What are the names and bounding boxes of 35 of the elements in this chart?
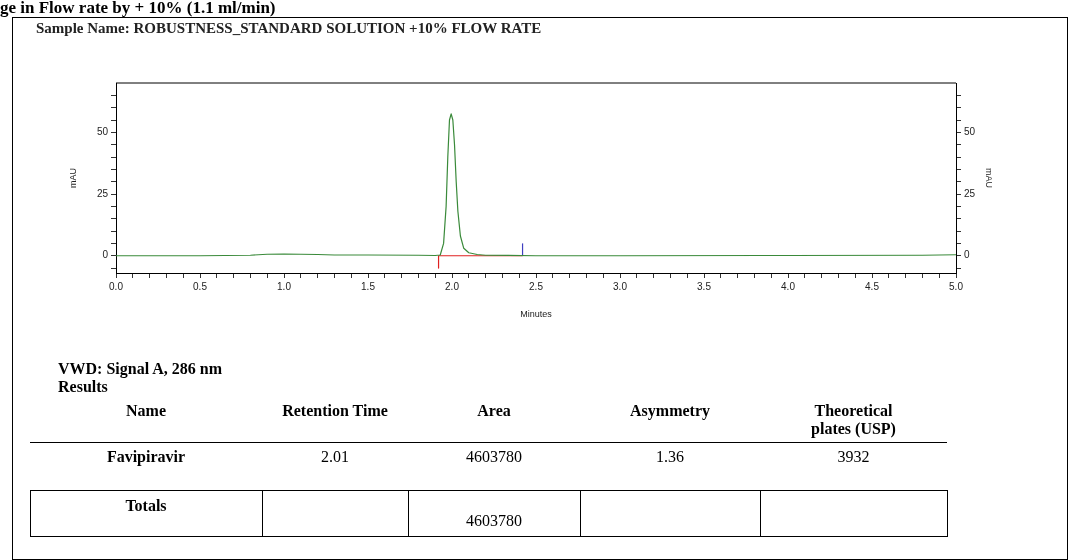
text: 1.36 <box>656 448 684 466</box>
y-axis-title: mAU <box>67 168 78 188</box>
y-tick-label: 50 <box>96 126 109 138</box>
text: ge in Flow rate by + 10% (1.1 ml/min) <box>0 0 276 18</box>
x-tick-label: 3.0 <box>613 280 628 292</box>
y2-tick-label: 0 <box>964 249 970 261</box>
text: 4603780 <box>466 512 522 530</box>
y2-tick-label: 50 <box>964 126 976 138</box>
chart-title: Sample Name: ROBUSTNESS_STANDARD SOLUTION +10% FLOW RATE <box>36 20 542 37</box>
x-tick-label: 5.0 <box>949 280 964 292</box>
text: 3932 <box>837 448 870 466</box>
text: Area <box>477 402 511 420</box>
x-axis-title: Minutes <box>520 309 553 320</box>
y2-tick-label: 25 <box>964 187 976 199</box>
y2-axis-title: mAU <box>984 168 995 188</box>
x-tick-label: 2.5 <box>529 280 544 292</box>
text: Favipiravir <box>106 448 186 466</box>
text: Theoretical plates (USP) <box>810 402 897 438</box>
x-tick-label: 3.5 <box>697 280 712 292</box>
text: 2.01 <box>321 448 349 466</box>
x-tick-label: 1.5 <box>361 280 376 292</box>
text: Name <box>126 402 166 420</box>
x-tick-label: 1.0 <box>277 280 292 292</box>
y-tick-label: 0 <box>102 249 109 261</box>
text: 4603780 <box>466 448 522 466</box>
text: VWD: Signal A, 286 nm Results <box>58 360 224 396</box>
text: Retention Time <box>282 402 388 420</box>
text: Asymmetry <box>630 402 710 420</box>
y-tick-label: 25 <box>96 187 109 199</box>
x-tick-label: 4.5 <box>865 280 880 292</box>
x-tick-label: 0.0 <box>109 280 124 292</box>
x-tick-label: 4.0 <box>781 280 796 292</box>
text: Totals <box>125 497 167 515</box>
x-tick-label: 0.5 <box>193 280 208 292</box>
x-tick-label: 2.0 <box>445 280 460 292</box>
